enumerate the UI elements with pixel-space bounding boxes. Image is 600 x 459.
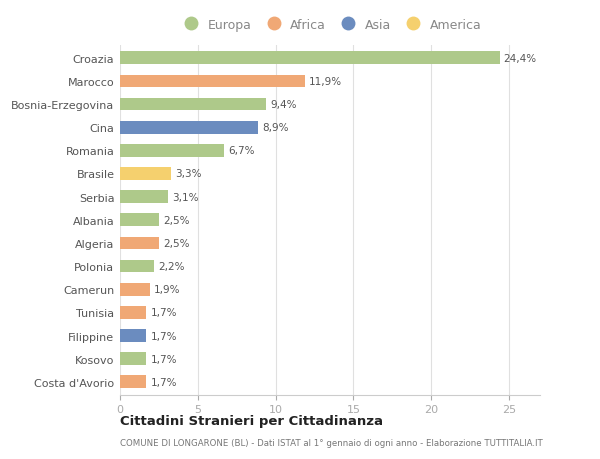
Bar [120, 330, 146, 342]
Text: 11,9%: 11,9% [309, 77, 342, 87]
Bar [120, 237, 159, 250]
Bar [120, 99, 266, 111]
Legend: Europa, Africa, Asia, America: Europa, Africa, Asia, America [173, 14, 487, 37]
Text: Cittadini Stranieri per Cittadinanza: Cittadini Stranieri per Cittadinanza [120, 414, 383, 428]
Text: 24,4%: 24,4% [503, 54, 536, 64]
Bar [120, 52, 500, 65]
Bar [120, 75, 305, 88]
Bar [120, 122, 259, 134]
Text: 1,9%: 1,9% [154, 285, 180, 295]
Text: COMUNE DI LONGARONE (BL) - Dati ISTAT al 1° gennaio di ogni anno - Elaborazione : COMUNE DI LONGARONE (BL) - Dati ISTAT al… [120, 438, 543, 447]
Bar [120, 283, 149, 296]
Text: 2,5%: 2,5% [163, 238, 189, 248]
Bar [120, 168, 172, 180]
Bar [120, 260, 154, 273]
Bar [120, 306, 146, 319]
Text: 9,4%: 9,4% [270, 100, 296, 110]
Text: 2,2%: 2,2% [158, 262, 185, 272]
Text: 1,7%: 1,7% [151, 331, 177, 341]
Text: 1,7%: 1,7% [151, 354, 177, 364]
Bar [120, 191, 168, 204]
Text: 2,5%: 2,5% [163, 215, 189, 225]
Text: 6,7%: 6,7% [228, 146, 254, 156]
Text: 1,7%: 1,7% [151, 377, 177, 387]
Bar [120, 214, 159, 227]
Text: 3,3%: 3,3% [175, 169, 202, 179]
Text: 8,9%: 8,9% [262, 123, 289, 133]
Bar [120, 375, 146, 388]
Text: 1,7%: 1,7% [151, 308, 177, 318]
Text: 3,1%: 3,1% [172, 192, 199, 202]
Bar [120, 353, 146, 365]
Bar [120, 145, 224, 157]
